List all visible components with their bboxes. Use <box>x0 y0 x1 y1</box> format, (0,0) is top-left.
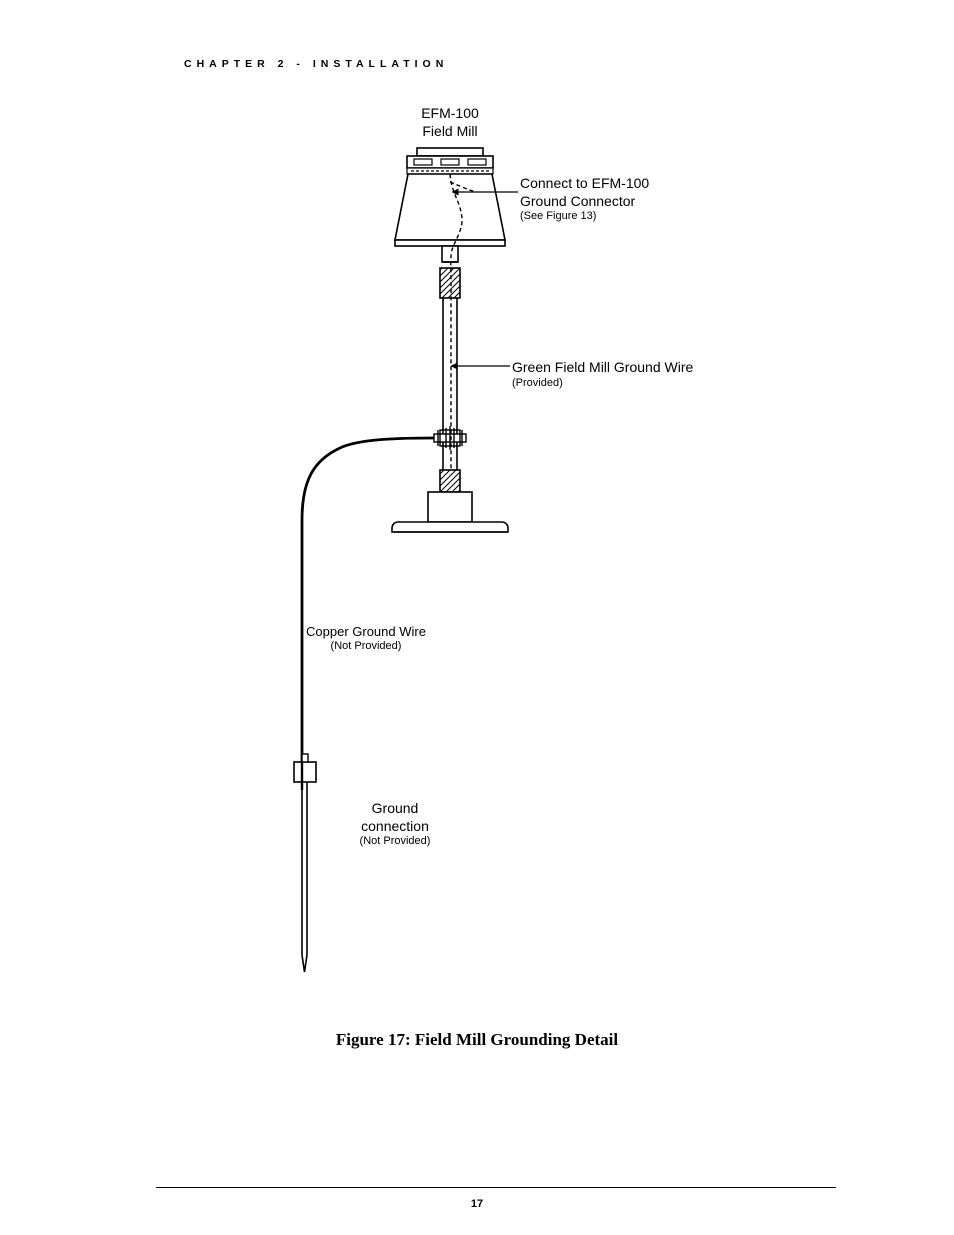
grounding-diagram-svg <box>280 100 740 990</box>
figure-diagram: EFM-100 Field Mill Connect to EFM-100 Gr… <box>280 100 740 990</box>
document-page: CHAPTER 2 - INSTALLATION EFM-100 Field M… <box>0 0 954 1235</box>
device-title-line1: EFM-100 <box>390 105 510 123</box>
ground-connection-sub: (Not Provided) <box>335 835 455 849</box>
footer-rule <box>156 1187 836 1188</box>
page-number: 17 <box>0 1198 954 1210</box>
chapter-header: CHAPTER 2 - INSTALLATION <box>184 58 448 70</box>
ground-connection-label: Ground connection (Not Provided) <box>335 800 455 849</box>
copper-wire-label-line1: Copper Ground Wire <box>296 624 436 640</box>
connector-label: Connect to EFM-100 Ground Connector (See… <box>520 175 649 224</box>
green-wire-label-sub: (Provided) <box>512 377 693 391</box>
copper-wire-label-sub: (Not Provided) <box>296 640 436 654</box>
ground-connection-line1: Ground <box>335 800 455 818</box>
ground-connection-line2: connection <box>335 818 455 836</box>
green-wire-label: Green Field Mill Ground Wire (Provided) <box>512 359 693 390</box>
connector-label-line2: Ground Connector <box>520 193 649 211</box>
device-title: EFM-100 Field Mill <box>390 105 510 140</box>
figure-caption: Figure 17: Field Mill Grounding Detail <box>0 1030 954 1050</box>
device-title-line2: Field Mill <box>390 123 510 141</box>
green-wire-label-line1: Green Field Mill Ground Wire <box>512 359 693 377</box>
connector-label-sub: (See Figure 13) <box>520 210 649 224</box>
copper-wire-label: Copper Ground Wire (Not Provided) <box>296 624 436 654</box>
connector-label-line1: Connect to EFM-100 <box>520 175 649 193</box>
